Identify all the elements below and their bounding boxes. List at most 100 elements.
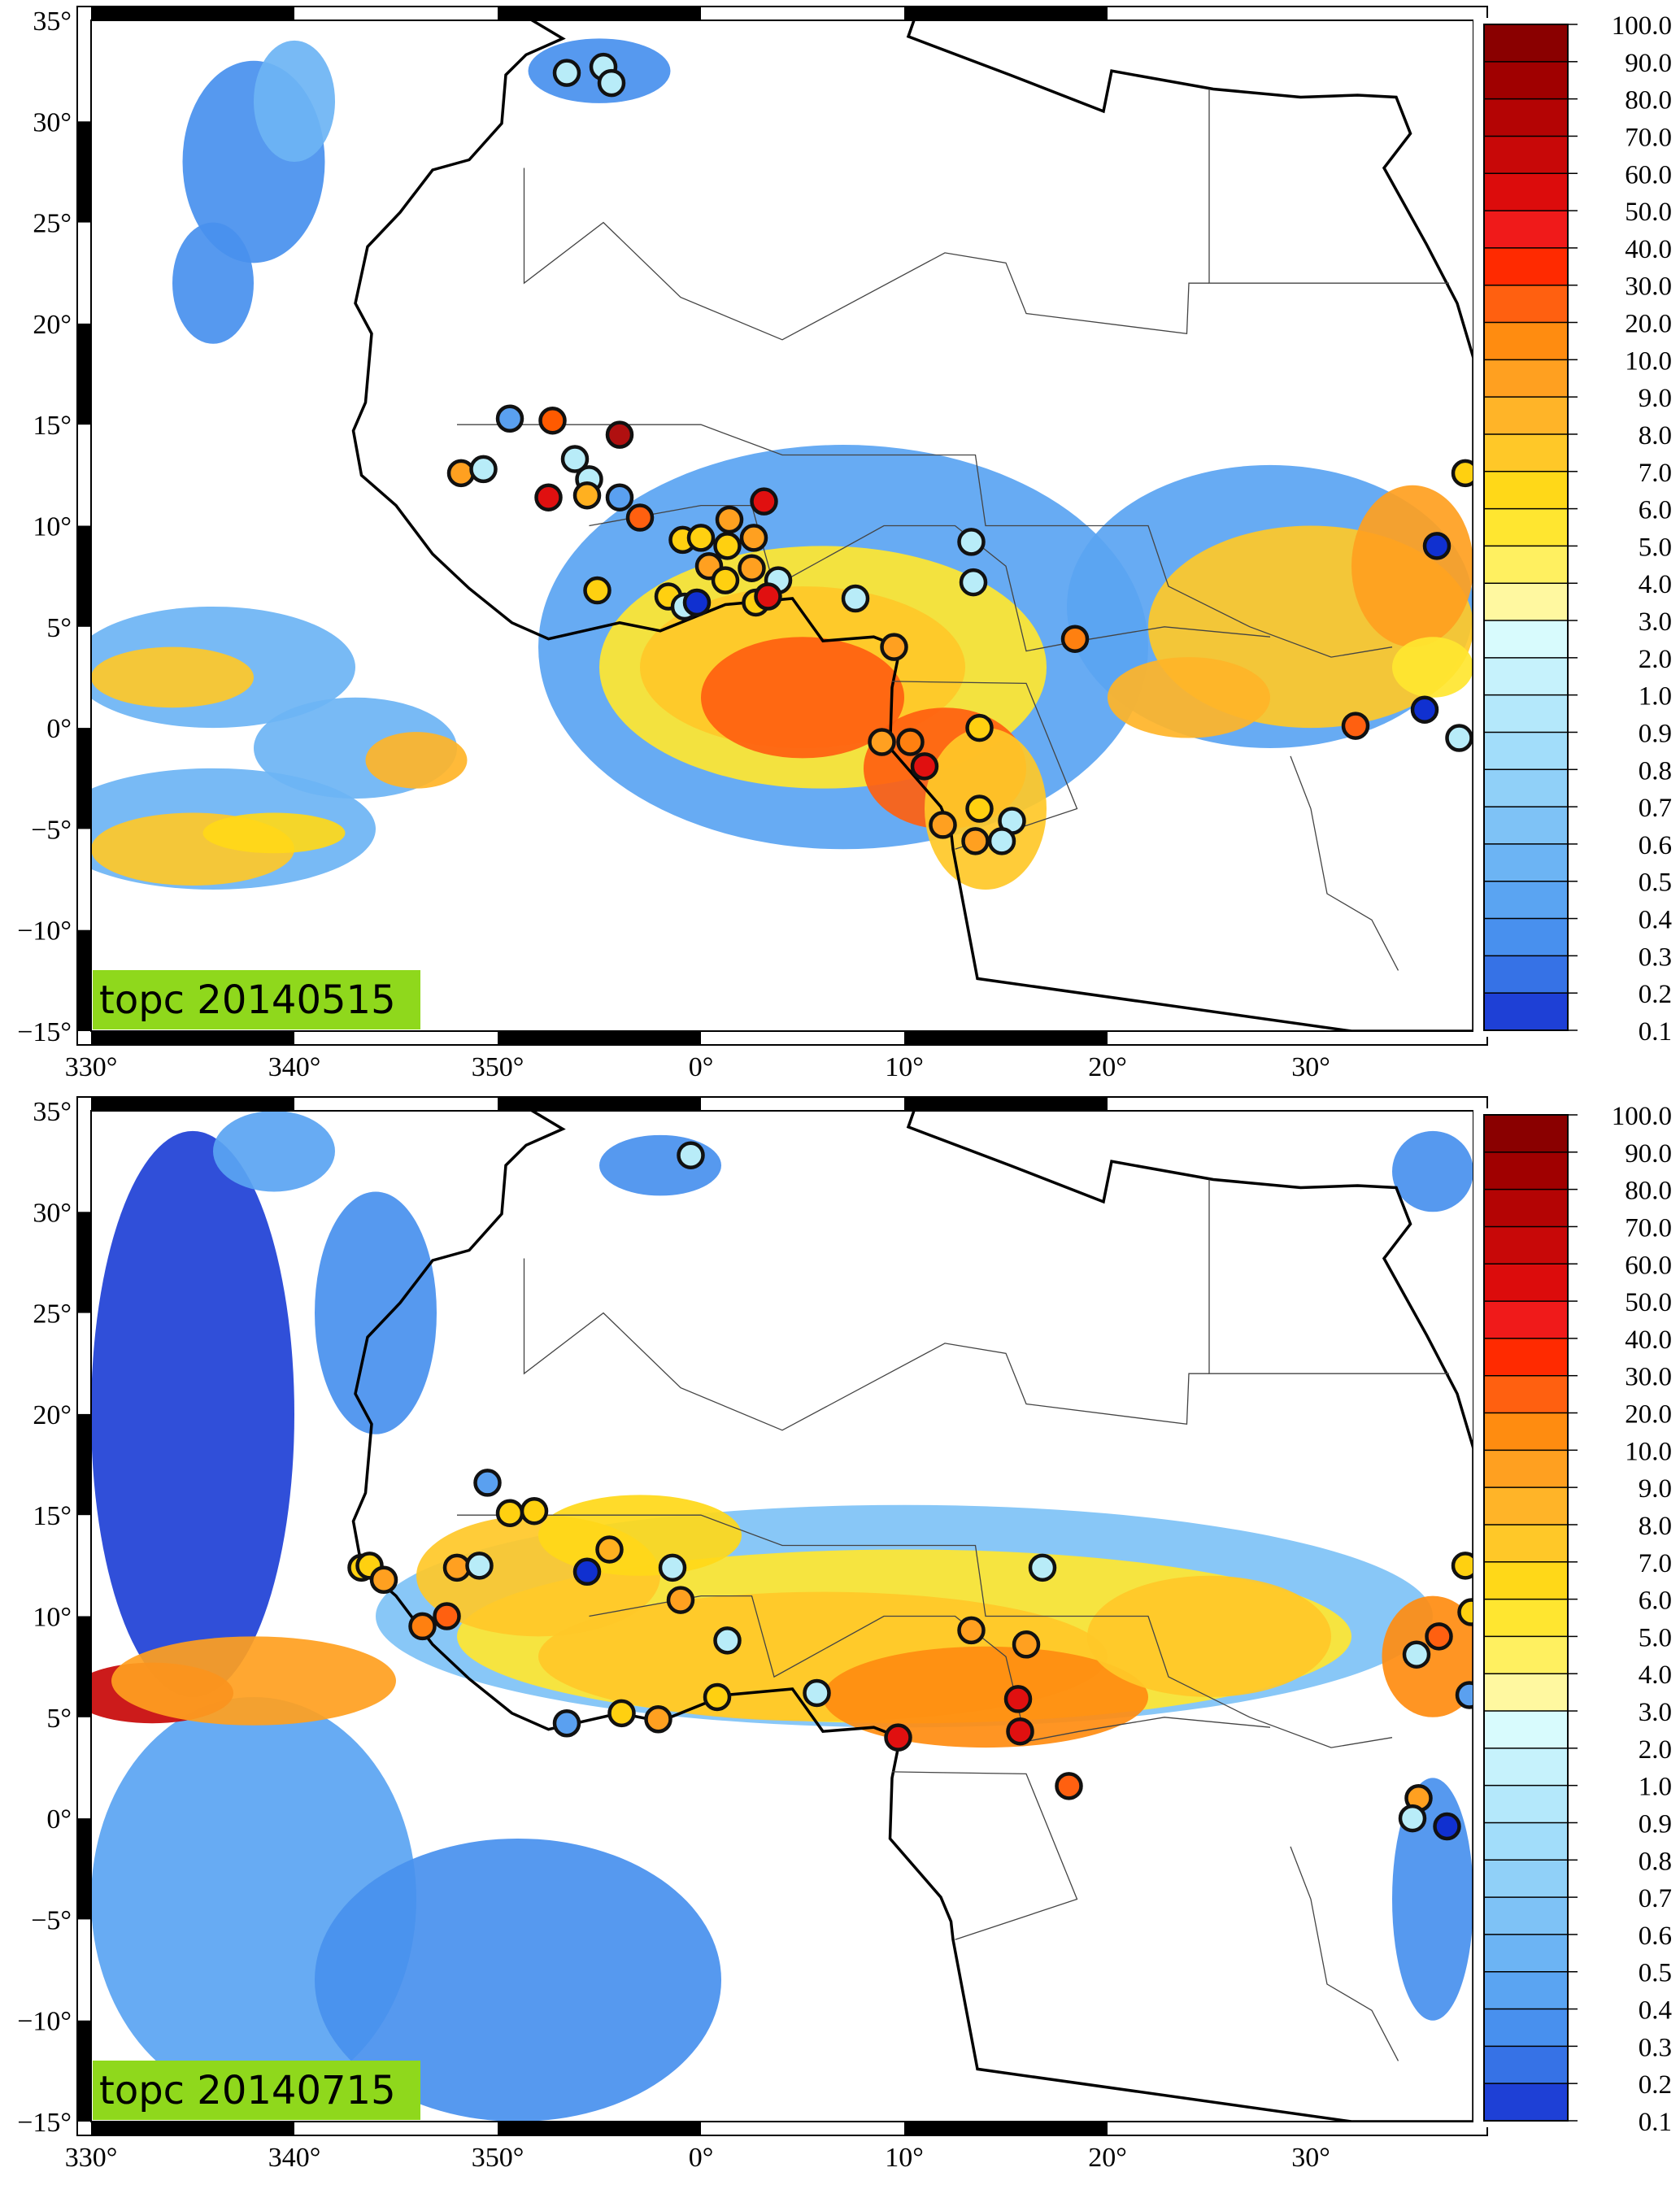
precip-region	[254, 40, 335, 163]
rain-gauge-station	[1012, 1630, 1041, 1659]
colorbar-label: 0.1	[1639, 2108, 1672, 2137]
rain-gauge-station	[957, 1616, 986, 1645]
date-label: topc 20140515	[99, 977, 396, 1023]
rain-gauge-station	[841, 584, 870, 613]
rain-gauge-station	[408, 1612, 437, 1641]
colorbar-label: 7.0	[1639, 1549, 1672, 1578]
lat-tick-label: −5°	[31, 1905, 72, 1935]
colorbar-swatch	[1484, 433, 1568, 472]
scale-bar-left	[77, 121, 91, 223]
lat-tick-label: 15°	[33, 1501, 72, 1531]
scale-bar-bottom	[91, 2122, 294, 2135]
scale-bar-left	[77, 2020, 91, 2122]
rain-gauge-station	[1003, 1685, 1033, 1713]
precip-region	[1087, 1575, 1331, 1697]
colorbar-label: 5.0	[1639, 533, 1672, 562]
colorbar-swatch	[1484, 2009, 1568, 2047]
colorbar-swatch	[1484, 1785, 1568, 1823]
colorbar-swatch	[1484, 1711, 1568, 1749]
colorbar-swatch	[1484, 173, 1568, 211]
colorbar-swatch	[1484, 1226, 1568, 1264]
lat-tick-label: 25°	[33, 209, 72, 239]
rain-gauge-station	[644, 1705, 672, 1734]
colorbar-label: 8.0	[1639, 1512, 1672, 1541]
rain-gauge-station	[666, 1586, 695, 1614]
lat-tick-label: 15°	[33, 411, 72, 441]
colorbar-label: 0.3	[1639, 942, 1672, 972]
colorbar: 100.0 90.0 80.0 70.0 60.0 50.0 40.0 30.0 20.0 10.…	[1473, 1102, 1672, 2137]
colorbar-label: 0.7	[1639, 794, 1672, 823]
colorbar-label: 50.0	[1625, 1288, 1672, 1317]
colorbar-label: 9.0	[1639, 384, 1672, 413]
colorbar-swatch	[1484, 1860, 1568, 1898]
precip-region	[91, 1130, 294, 1697]
colorbar-label: 40.0	[1625, 1325, 1672, 1355]
lat-tick-label: 0°	[46, 1804, 72, 1835]
scale-bar-left	[77, 728, 91, 829]
rain-gauge-station	[572, 1557, 602, 1587]
colorbar-swatch	[1484, 1599, 1568, 1637]
lon-tick-label: 20°	[1088, 2143, 1127, 2173]
rain-gauge-station	[959, 568, 988, 597]
scale-bar-top	[91, 7, 294, 20]
precip-region	[315, 1838, 721, 2122]
colorbar-label: 70.0	[1625, 123, 1672, 152]
colorbar-swatch	[1484, 1971, 1568, 2010]
scale-bar-left	[77, 525, 91, 627]
colorbar-label: 0.8	[1639, 756, 1672, 786]
colorbar-label: 3.0	[1639, 1698, 1672, 1727]
lat-tick-label: 20°	[33, 310, 72, 340]
rain-gauge-station	[677, 1141, 705, 1169]
colorbar-label: 0.6	[1639, 1922, 1672, 1951]
lat-tick-label: 0°	[46, 714, 72, 744]
rain-gauge-station	[1028, 1553, 1057, 1582]
country-border	[891, 1771, 1078, 1940]
rain-gauge-station	[1410, 695, 1439, 724]
country-border	[523, 168, 1209, 341]
colorbar-label: 60.0	[1625, 1251, 1672, 1280]
rain-gauge-station	[711, 566, 740, 594]
colorbar-swatch	[1484, 1338, 1568, 1377]
colorbar-swatch	[1484, 1934, 1568, 1973]
rain-gauge-station	[868, 728, 896, 756]
rain-gauge-station	[957, 528, 986, 556]
scale-bar-left	[77, 1818, 91, 1920]
lon-tick-label: 340°	[268, 1052, 321, 1082]
lon-tick-label: 10°	[885, 2143, 924, 2173]
lat-tick-label: 35°	[33, 7, 72, 37]
colorbar-label: 6.0	[1639, 1587, 1672, 1616]
colorbar-label: 0.4	[1639, 1996, 1672, 2026]
colorbar-label: 3.0	[1639, 607, 1672, 637]
colorbar-swatch	[1484, 843, 1568, 882]
colorbar-swatch	[1484, 955, 1568, 994]
colorbar-label: 20.0	[1625, 310, 1672, 339]
scale-bar-top	[91, 1097, 294, 1111]
colorbar-label: 70.0	[1625, 1213, 1672, 1243]
africa-coastline	[351, 1111, 1473, 2122]
colorbar-label: 80.0	[1625, 1177, 1672, 1206]
colorbar-swatch	[1484, 285, 1568, 324]
longitude-tick-labels: 330° 340° 350° 0° 10° 20° 30°	[65, 2143, 1330, 2173]
country-border	[589, 504, 1271, 652]
colorbar-swatch	[1484, 247, 1568, 286]
lat-tick-label: 5°	[46, 1704, 72, 1734]
map-panel-top: 35° 30° 25° 20° 15° 10° 5° 0° −5° −10° −15° 330° 340…	[0, 0, 1680, 1090]
precip-region	[701, 637, 904, 759]
colorbar-label: 2.0	[1639, 1735, 1672, 1765]
rain-gauge-station	[595, 1535, 624, 1564]
rain-gauge-station	[495, 1499, 524, 1527]
rain-gauge-station	[1422, 532, 1452, 560]
colorbar-label: 20.0	[1625, 1400, 1672, 1430]
precip-region	[1108, 657, 1270, 738]
colorbar-swatch	[1484, 1412, 1568, 1451]
scale-bar-left	[77, 1616, 91, 1717]
colorbar-swatch	[1484, 1151, 1568, 1190]
coastlines	[351, 1111, 1473, 2122]
rain-gauge-station	[473, 1469, 502, 1497]
precip-region	[91, 646, 254, 708]
colorbar-label: 50.0	[1625, 198, 1672, 227]
rain-gauge-station	[1445, 724, 1473, 752]
colorbar-label: 40.0	[1625, 235, 1672, 264]
country-border	[1208, 1179, 1449, 1374]
lat-tick-label: −10°	[17, 916, 72, 947]
